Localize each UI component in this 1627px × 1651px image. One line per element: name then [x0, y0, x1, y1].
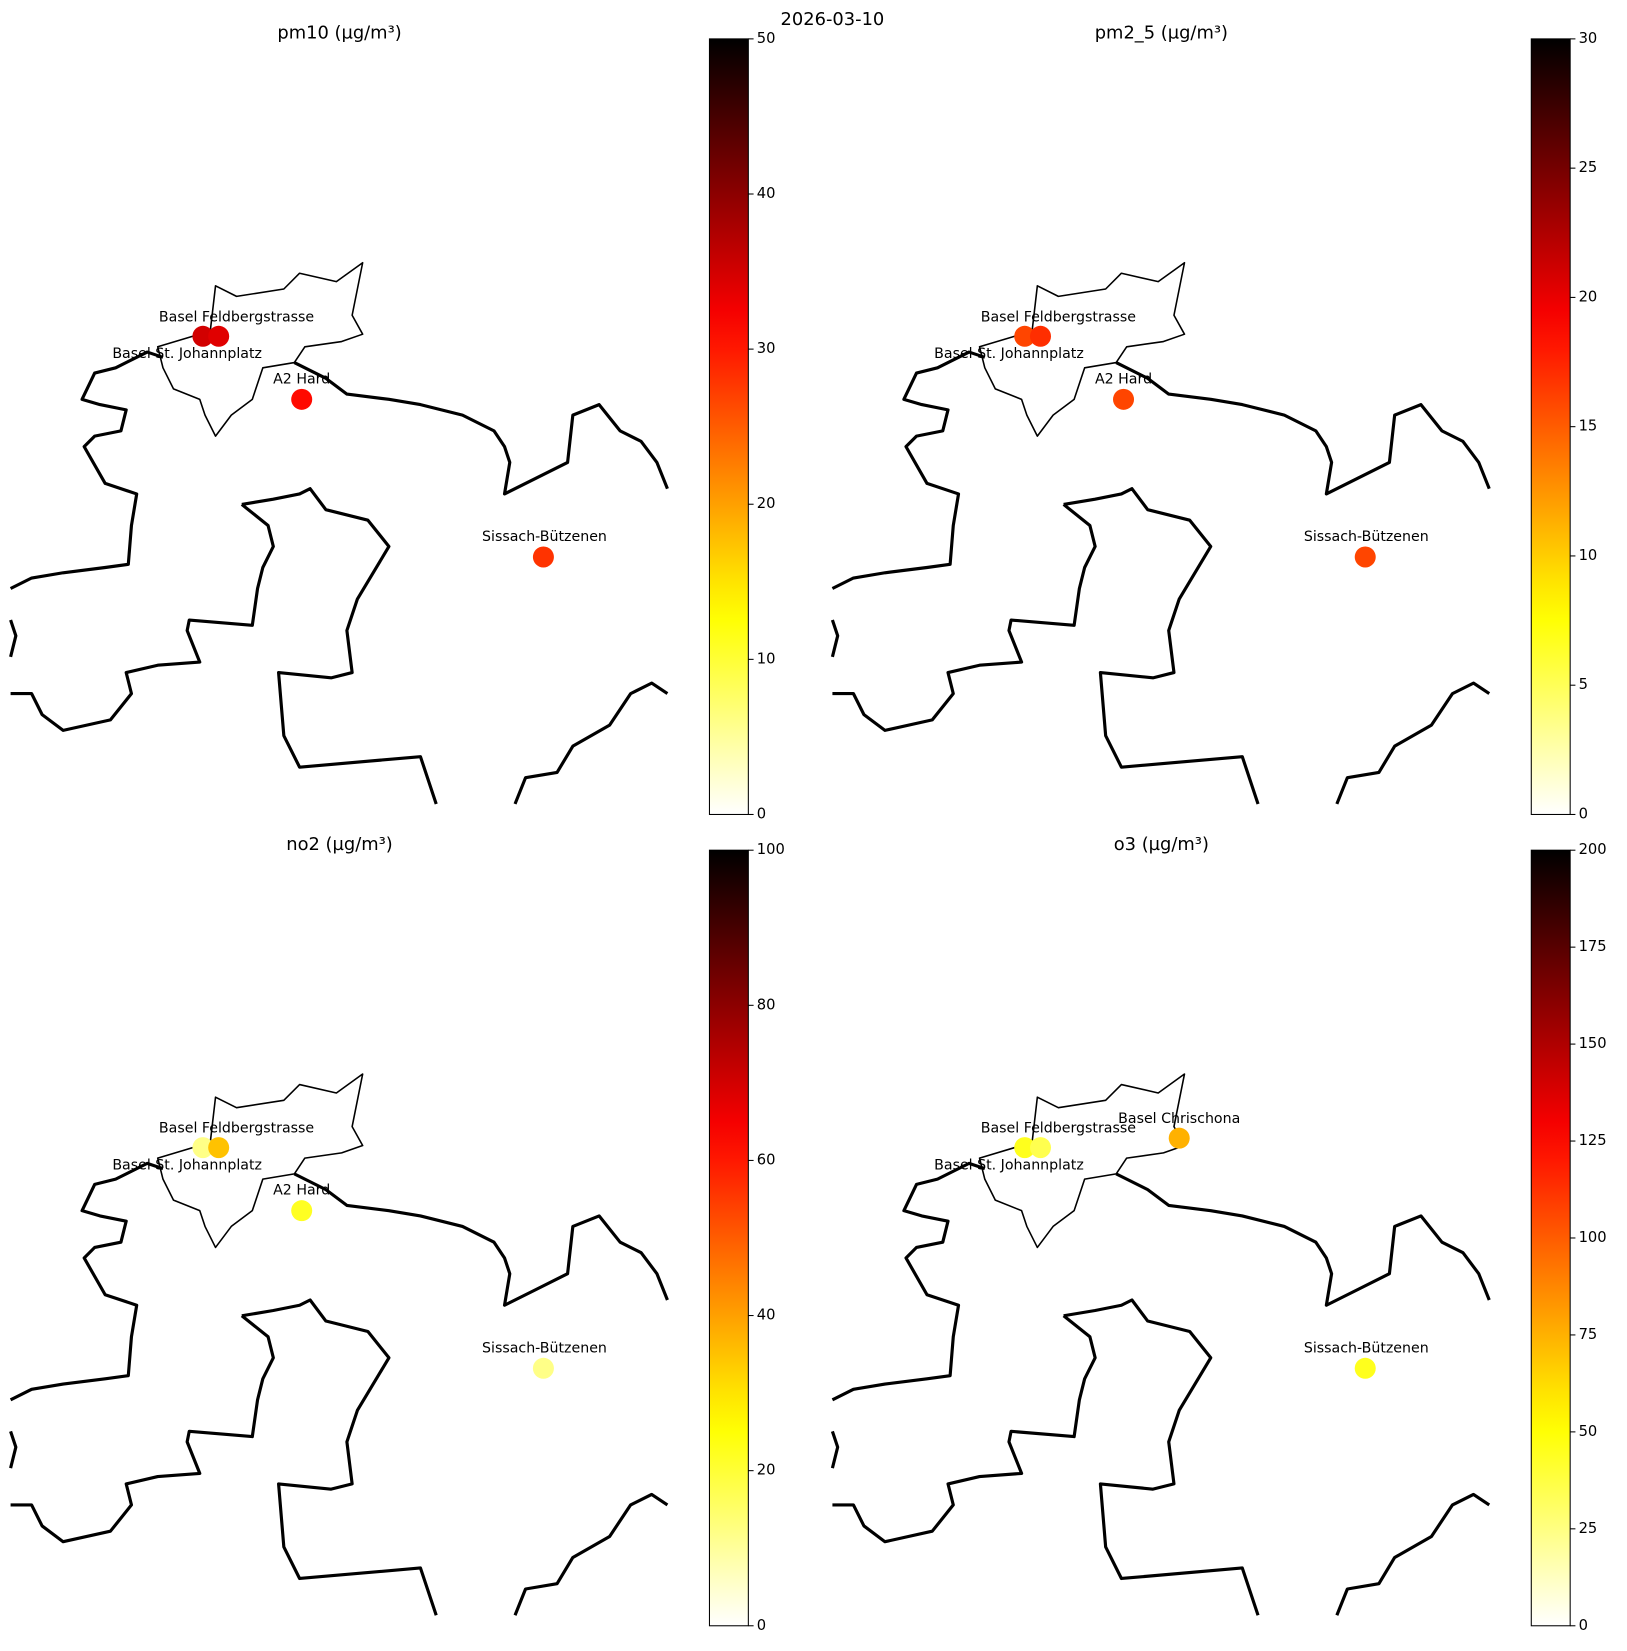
station-marker	[532, 546, 554, 568]
colorbar-tick-label: 60	[757, 1151, 776, 1168]
station-label: Basel St. Johannplatz	[112, 346, 262, 362]
figure-title: 2026-03-10	[781, 9, 885, 30]
colorbar-tick-label: 80	[757, 996, 776, 1013]
station-label: Basel Feldbergstrasse	[159, 309, 314, 325]
colorbar-tick-label: 40	[757, 1307, 776, 1324]
colorbar-tick-label: 40	[757, 185, 776, 202]
station-marker	[1354, 546, 1376, 568]
colorbar-tick-label: 50	[757, 30, 776, 47]
colorbar-tick-label: 0	[757, 1617, 766, 1634]
map-panel: pm2_5 (µg/m³) Basel St. Johannplatz Basel …	[830, 23, 1598, 822]
colorbar-tick-label: 100	[1579, 1229, 1607, 1246]
station-label: Basel Chrischona	[1118, 1111, 1240, 1127]
panel-title: pm2_5 (µg/m³)	[1095, 23, 1228, 44]
colorbar-tick-label: 25	[1579, 1520, 1598, 1537]
colorbar-tick-label: 0	[757, 805, 766, 822]
station-marker	[1113, 388, 1135, 410]
panel-title: pm10 (µg/m³)	[277, 23, 401, 44]
station-marker	[208, 325, 230, 347]
colorbar-tick-label: 20	[1579, 288, 1598, 305]
colorbar-tick-label: 30	[1579, 30, 1598, 47]
colorbar-tick-label: 125	[1579, 1132, 1607, 1149]
station-label: Basel St. Johannplatz	[112, 1157, 262, 1173]
colorbar-tick-label: 175	[1579, 938, 1607, 955]
station-label: Sissach-Bützenen	[482, 529, 607, 545]
colorbar-tick-label: 15	[1579, 418, 1598, 435]
panel-title: no2 (µg/m³)	[286, 834, 392, 855]
station-label: Basel Feldbergstrasse	[981, 309, 1136, 325]
station-marker	[532, 1357, 554, 1379]
colorbar-tick-label: 30	[757, 340, 776, 357]
map-panel: pm10 (µg/m³) Basel St. Johannplatz Basel F…	[9, 23, 776, 822]
colorbar	[1530, 38, 1571, 815]
map-panel: o3 (µg/m³) Basel St. Johannplatz Basel Fel…	[830, 834, 1607, 1634]
colorbar-tick-label: 50	[1579, 1423, 1598, 1440]
colorbar	[1530, 849, 1571, 1627]
station-marker	[1029, 1137, 1052, 1159]
station-label: A2 Hard	[273, 1183, 330, 1199]
station-label: Basel Feldbergstrasse	[981, 1121, 1136, 1137]
station-marker	[291, 388, 313, 410]
colorbar-tick-label: 150	[1579, 1035, 1607, 1052]
colorbar-tick-label: 25	[1579, 159, 1598, 176]
station-label: Basel St. Johannplatz	[934, 1157, 1084, 1173]
colorbar-tick-label: 200	[1579, 841, 1607, 858]
colorbar-tick-label: 100	[757, 841, 785, 858]
station-label: Sissach-Bützenen	[1304, 1340, 1429, 1356]
station-marker	[1014, 1137, 1036, 1159]
colorbar	[708, 849, 749, 1627]
station-marker	[1168, 1127, 1190, 1149]
station-marker	[192, 1137, 214, 1159]
station-marker	[291, 1200, 313, 1222]
station-marker	[192, 325, 214, 347]
colorbar	[708, 38, 749, 815]
colorbar-tick-label: 10	[757, 650, 776, 667]
station-marker	[1014, 325, 1036, 347]
colorbar-tick-label: 20	[757, 1462, 776, 1479]
station-marker	[208, 1137, 230, 1159]
station-label: Basel St. Johannplatz	[934, 346, 1084, 362]
station-label: Basel Feldbergstrasse	[159, 1121, 314, 1137]
colorbar-tick-label: 0	[1579, 805, 1588, 822]
map-panel: no2 (µg/m³) Basel St. Johannplatz Basel Fe…	[9, 834, 785, 1634]
station-label: A2 Hard	[273, 371, 330, 387]
station-marker	[1354, 1357, 1376, 1379]
station-marker	[1029, 325, 1052, 347]
colorbar-tick-label: 5	[1579, 676, 1588, 693]
colorbar-tick-label: 0	[1579, 1617, 1588, 1634]
colorbar-tick-label: 75	[1579, 1326, 1598, 1343]
colorbar-tick-label: 20	[757, 495, 776, 512]
station-label: Sissach-Bützenen	[482, 1340, 607, 1356]
colorbar-tick-label: 10	[1579, 547, 1598, 564]
panel-title: o3 (µg/m³)	[1114, 834, 1209, 855]
station-label: Sissach-Bützenen	[1304, 529, 1429, 545]
station-label: A2 Hard	[1095, 371, 1152, 387]
